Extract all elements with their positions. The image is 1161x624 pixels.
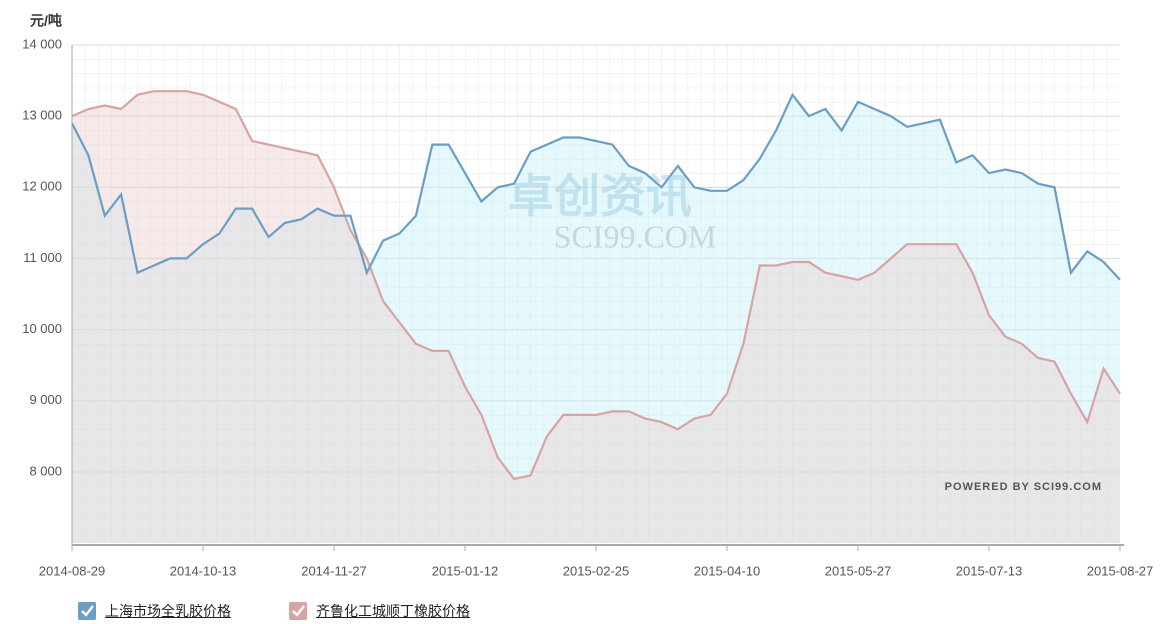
area [72,91,1120,543]
area [72,94,1120,544]
legend-label: 齐鲁化工城顺丁橡胶价格 [316,603,470,619]
x-tick-label: 2014-08-29 [39,563,106,578]
x-tick-label: 2015-05-27 [825,563,892,578]
y-tick-label: 11 000 [23,250,62,265]
y-tick-label: 12 000 [22,179,62,194]
x-tick-label: 2015-01-12 [432,563,499,578]
x-tick-label: 2015-08-27 [1087,563,1154,578]
legend-item[interactable]: 齐鲁化工城顺丁橡胶价格 [289,601,470,621]
legend-item[interactable]: 上海市场全乳胶价格 [78,601,231,621]
x-tick-label: 2015-04-10 [694,563,761,578]
line [71,90,1121,481]
y-tick-label: 13 000 [22,108,62,123]
watermark: SCI99.COM [554,218,717,254]
legend-checkbox[interactable] [78,602,96,620]
y-axis-title: 元/吨 [30,13,62,29]
check [292,605,305,617]
y-tick-label: 14 000 [22,36,62,51]
x-tick-label: 2015-02-25 [563,563,630,578]
credit: POWERED BY SCI99.COM [945,481,1102,493]
x-tick-label: 2015-07-13 [956,563,1023,578]
check [81,605,94,617]
y-tick-label: 9 000 [29,392,62,407]
watermark: 卓创资讯 [508,170,692,222]
x-tick-label: 2014-10-13 [170,563,237,578]
legend: 上海市场全乳胶价格 齐鲁化工城顺丁橡胶价格 [78,601,470,621]
legend-label: 上海市场全乳胶价格 [105,603,231,619]
y-tick-label: 8 000 [29,463,62,478]
line [71,92,1121,281]
x-tick-label: 2014-11-27 [301,563,367,578]
chart: 元/吨 卓创资讯 SCI99.COM POWERED BY SCI99.COM … [22,13,1154,579]
legend-checkbox[interactable] [289,602,307,620]
y-tick-label: 10 000 [22,321,62,336]
